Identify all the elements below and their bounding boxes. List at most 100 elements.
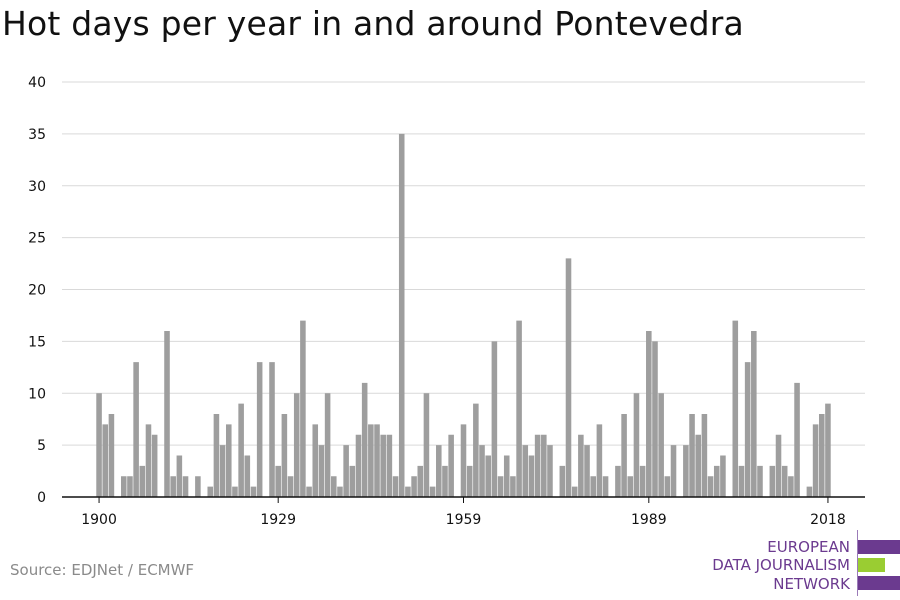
bar: [757, 465, 763, 497]
bar: [751, 331, 757, 497]
bar: [664, 476, 671, 497]
bar: [565, 258, 572, 497]
y-tick-label: 5: [37, 438, 46, 454]
bar: [701, 414, 708, 497]
edjnet-logo: EUROPEAN DATA JOURNALISM NETWORK: [700, 530, 900, 598]
bar: [207, 486, 214, 497]
x-tick-label: 1900: [81, 512, 117, 528]
bar: [392, 476, 399, 497]
bar: [720, 455, 726, 497]
bar: [479, 445, 485, 497]
bar: [281, 414, 288, 497]
y-tick-label: 20: [28, 283, 46, 299]
bar-chart: 0 5 10 15 20 25 30 35 40 1900 1929 1959 1989 2018: [28, 75, 865, 528]
bar: [405, 486, 411, 497]
bar: [275, 465, 281, 497]
bar: [343, 445, 349, 497]
bar: [738, 465, 745, 497]
bar: [139, 465, 146, 497]
bar: [244, 455, 251, 497]
bar: [695, 434, 702, 497]
chart-title: Hot days per year in and around Ponteved…: [2, 4, 744, 43]
logo-line-1: EUROPEAN: [767, 538, 850, 556]
bar: [182, 476, 189, 497]
bar: [133, 362, 139, 497]
bar: [615, 465, 621, 497]
bar: [689, 414, 695, 497]
bar: [374, 424, 380, 497]
bar: [361, 382, 368, 497]
y-tick-label: 40: [28, 75, 46, 91]
bar: [812, 424, 819, 497]
bar: [775, 434, 782, 497]
bar: [398, 133, 405, 497]
y-axis-ticks: 0 5 10 15 20 25 30 35 40: [28, 75, 46, 506]
bar: [732, 320, 739, 497]
logo-bar-purple-top: [858, 540, 900, 554]
bar: [781, 465, 788, 497]
y-tick-label: 0: [37, 490, 46, 506]
bar: [145, 424, 152, 497]
bar: [293, 393, 300, 497]
bar: [368, 424, 374, 497]
bar: [602, 476, 609, 497]
bar: [411, 476, 417, 497]
bar: [108, 414, 115, 497]
x-tick-label: 2018: [810, 512, 846, 528]
y-tick-label: 25: [28, 231, 46, 247]
bar: [528, 455, 535, 497]
bar: [652, 341, 658, 497]
gridlines: [62, 81, 865, 446]
bar: [522, 445, 529, 497]
bar: [324, 393, 331, 497]
bar: [195, 476, 201, 497]
bar: [627, 476, 634, 497]
bar: [744, 362, 751, 497]
bar: [250, 486, 257, 497]
logo-divider: [857, 530, 858, 596]
x-axis: 1900 1929 1959 1989 2018: [62, 496, 865, 528]
bar: [219, 445, 226, 497]
bar: [102, 424, 109, 497]
bar: [584, 445, 590, 497]
bar: [713, 465, 720, 497]
bar: [318, 445, 325, 497]
x-tick-label: 1959: [446, 512, 482, 528]
bar: [287, 476, 294, 497]
bar: [590, 476, 596, 497]
source-note: Source: EDJNet / ECMWF: [10, 561, 195, 579]
bar: [571, 486, 578, 497]
bar: [164, 331, 170, 497]
logo-line-3: NETWORK: [773, 575, 850, 593]
bar: [417, 465, 424, 497]
bar: [386, 434, 393, 497]
bars: [96, 133, 831, 497]
bar: [646, 331, 652, 497]
bar: [466, 465, 473, 497]
y-tick-label: 35: [28, 127, 46, 143]
bar: [639, 465, 646, 497]
y-tick-label: 30: [28, 179, 46, 195]
bar: [256, 362, 263, 497]
bar: [436, 445, 442, 497]
bar: [621, 414, 627, 497]
bar: [658, 393, 664, 497]
bar: [460, 424, 467, 497]
bar: [534, 434, 541, 497]
bar: [232, 486, 238, 497]
bar: [448, 434, 454, 497]
bar: [337, 486, 343, 497]
bar: [120, 476, 127, 497]
bar: [547, 445, 553, 497]
bar: [578, 434, 584, 497]
bar: [213, 414, 220, 497]
bar: [423, 393, 430, 497]
logo-bar-green: [858, 558, 885, 572]
bar: [355, 434, 362, 497]
bar: [633, 393, 640, 497]
bar: [300, 320, 306, 497]
bar: [225, 424, 232, 497]
bar: [670, 445, 677, 497]
bar: [497, 476, 504, 497]
bar: [176, 455, 183, 497]
